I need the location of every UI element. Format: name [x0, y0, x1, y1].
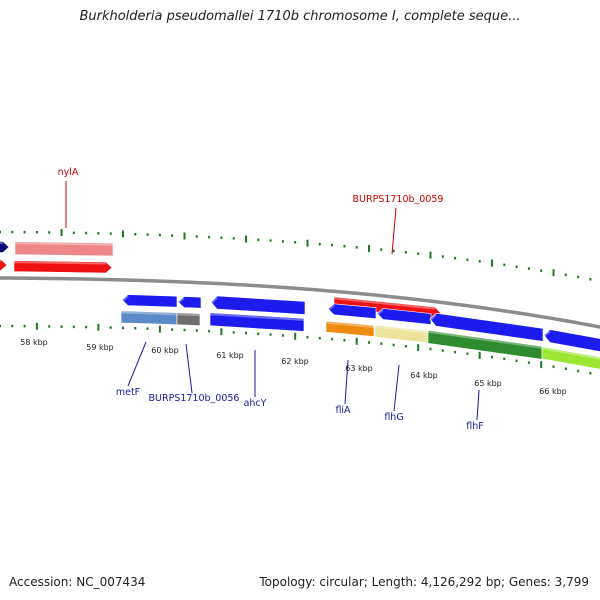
- ahcY-gene-highlight: [209, 313, 305, 321]
- burps1710b_0059-label[interactable]: BURPS1710b_0059: [353, 194, 444, 205]
- scale-tick-label: 66 kbp: [539, 387, 567, 396]
- ahcY-gene[interactable]: [209, 312, 305, 332]
- scale-tick-label: 62 kbp: [281, 357, 309, 366]
- reverse-gene-d[interactable]: [327, 303, 377, 320]
- forward-gene-red-partial[interactable]: [0, 259, 8, 271]
- BURPS1710b_0059-gene-highlight: [333, 297, 436, 310]
- reverse-gene-b[interactable]: [177, 296, 202, 309]
- flhG-gene[interactable]: [374, 324, 429, 344]
- forward-gene-red-partial-shape: [0, 259, 8, 271]
- flhG-gene-highlight: [374, 325, 429, 334]
- fliA-gene[interactable]: [325, 320, 375, 337]
- reverse-gene-f-shape: [429, 312, 544, 342]
- flia-leader-line: [344, 359, 349, 405]
- reverse-gene-lime-shape: [541, 346, 600, 370]
- scale-tick-label: 63 kbp: [345, 364, 373, 373]
- fliA-gene-highlight: [325, 321, 375, 328]
- flhg-label[interactable]: flhG: [384, 412, 403, 423]
- flhF-gene-highlight: [427, 330, 543, 349]
- metF-gene[interactable]: [120, 310, 178, 326]
- genome-summary-text: Topology: circular; Length: 4,126,292 bp…: [259, 575, 589, 589]
- metf-label[interactable]: metF: [116, 387, 140, 398]
- reverse-gene-c[interactable]: [210, 295, 306, 315]
- nyla-label[interactable]: nylA: [58, 167, 79, 178]
- chromosome-backbone: [0, 276, 600, 329]
- fliA-gene-shape: [325, 320, 375, 337]
- burps1710b_0056-leader-line: [185, 343, 193, 394]
- reverse-gene-e-highlight: [376, 309, 384, 316]
- metF-gene-highlight: [120, 311, 178, 316]
- reverse-gene-g-highlight: [543, 330, 551, 338]
- flhF-gene[interactable]: [427, 329, 543, 360]
- backbone-layer: [0, 274, 600, 331]
- reverse-gene-lime[interactable]: [541, 346, 600, 371]
- scale-tick-label: 60 kbp: [151, 346, 179, 355]
- forward-gene-red[interactable]: [13, 260, 113, 274]
- gene-features: [0, 241, 600, 371]
- nylA-gene-shape: [14, 241, 114, 257]
- burps1710b_0056-label[interactable]: BURPS1710b_0056: [149, 393, 240, 404]
- scale-tick-label: 59 kbp: [86, 343, 114, 352]
- map-title: Burkholderia pseudomallei 1710b chromoso…: [79, 9, 521, 24]
- scale-tick-label: 61 kbp: [216, 351, 244, 360]
- reverse-gene-a-shape: [121, 294, 178, 308]
- scale-tick-label: 65 kbp: [474, 379, 502, 388]
- ahcy-label[interactable]: ahcY: [244, 398, 267, 409]
- reverse-gene-g-shape: [543, 329, 600, 352]
- scale-ticks-inner: [0, 322, 592, 375]
- reverse-gene-b-shape: [177, 296, 202, 309]
- metf-leader-line: [127, 341, 147, 387]
- reverse-gene-d-highlight: [327, 304, 335, 312]
- reverse-gene-a-highlight: [121, 295, 129, 303]
- forward-gene-red-shape: [13, 260, 113, 274]
- BURPS1710b_0056-gene[interactable]: [176, 312, 201, 327]
- scale-tick-labels: 58 kbp 59 kbp 60 kbp 61 kbp 62 kbp 63 kbp 64 k…: [20, 338, 567, 396]
- gene-labels: nylA BURPS1710b_0059 metF BURPS1710b_0056 ah…: [58, 167, 484, 432]
- forward-gene-navy-shape: [0, 241, 10, 253]
- reverse-gene-c-highlight: [210, 296, 218, 305]
- flhf-leader-line: [476, 389, 480, 421]
- nylA-gene-highlight: [14, 242, 114, 246]
- BURPS1710b_0056-gene-highlight: [176, 313, 201, 317]
- forward-gene-navy[interactable]: [0, 241, 10, 253]
- nylA-gene[interactable]: [14, 241, 114, 257]
- reverse-gene-f[interactable]: [429, 312, 544, 342]
- ahcY-gene-shape: [209, 312, 305, 332]
- reverse-gene-a[interactable]: [121, 294, 178, 308]
- flhg-leader-line: [393, 364, 400, 412]
- flia-label[interactable]: fliA: [335, 405, 351, 416]
- scale-ticks-outer: [0, 229, 592, 281]
- forward-gene-red-highlight: [13, 261, 107, 265]
- scale-tick-label: 64 kbp: [410, 371, 438, 380]
- reverse-gene-d-shape: [327, 303, 377, 320]
- BURPS1710b_0056-gene-shape: [176, 312, 201, 327]
- flhF-gene-shape: [427, 329, 543, 360]
- accession-text: Accession: NC_007434: [9, 575, 146, 589]
- scale-tick-label: 58 kbp: [20, 338, 48, 347]
- flhf-label[interactable]: flhF: [466, 421, 483, 432]
- reverse-gene-lime-highlight: [541, 347, 600, 360]
- reverse-gene-c-shape: [210, 295, 306, 315]
- reverse-gene-b-highlight: [177, 297, 185, 305]
- reverse-gene-g[interactable]: [543, 329, 600, 354]
- reverse-gene-f-highlight: [429, 313, 437, 322]
- burps1710b_0059-leader-line: [391, 207, 397, 255]
